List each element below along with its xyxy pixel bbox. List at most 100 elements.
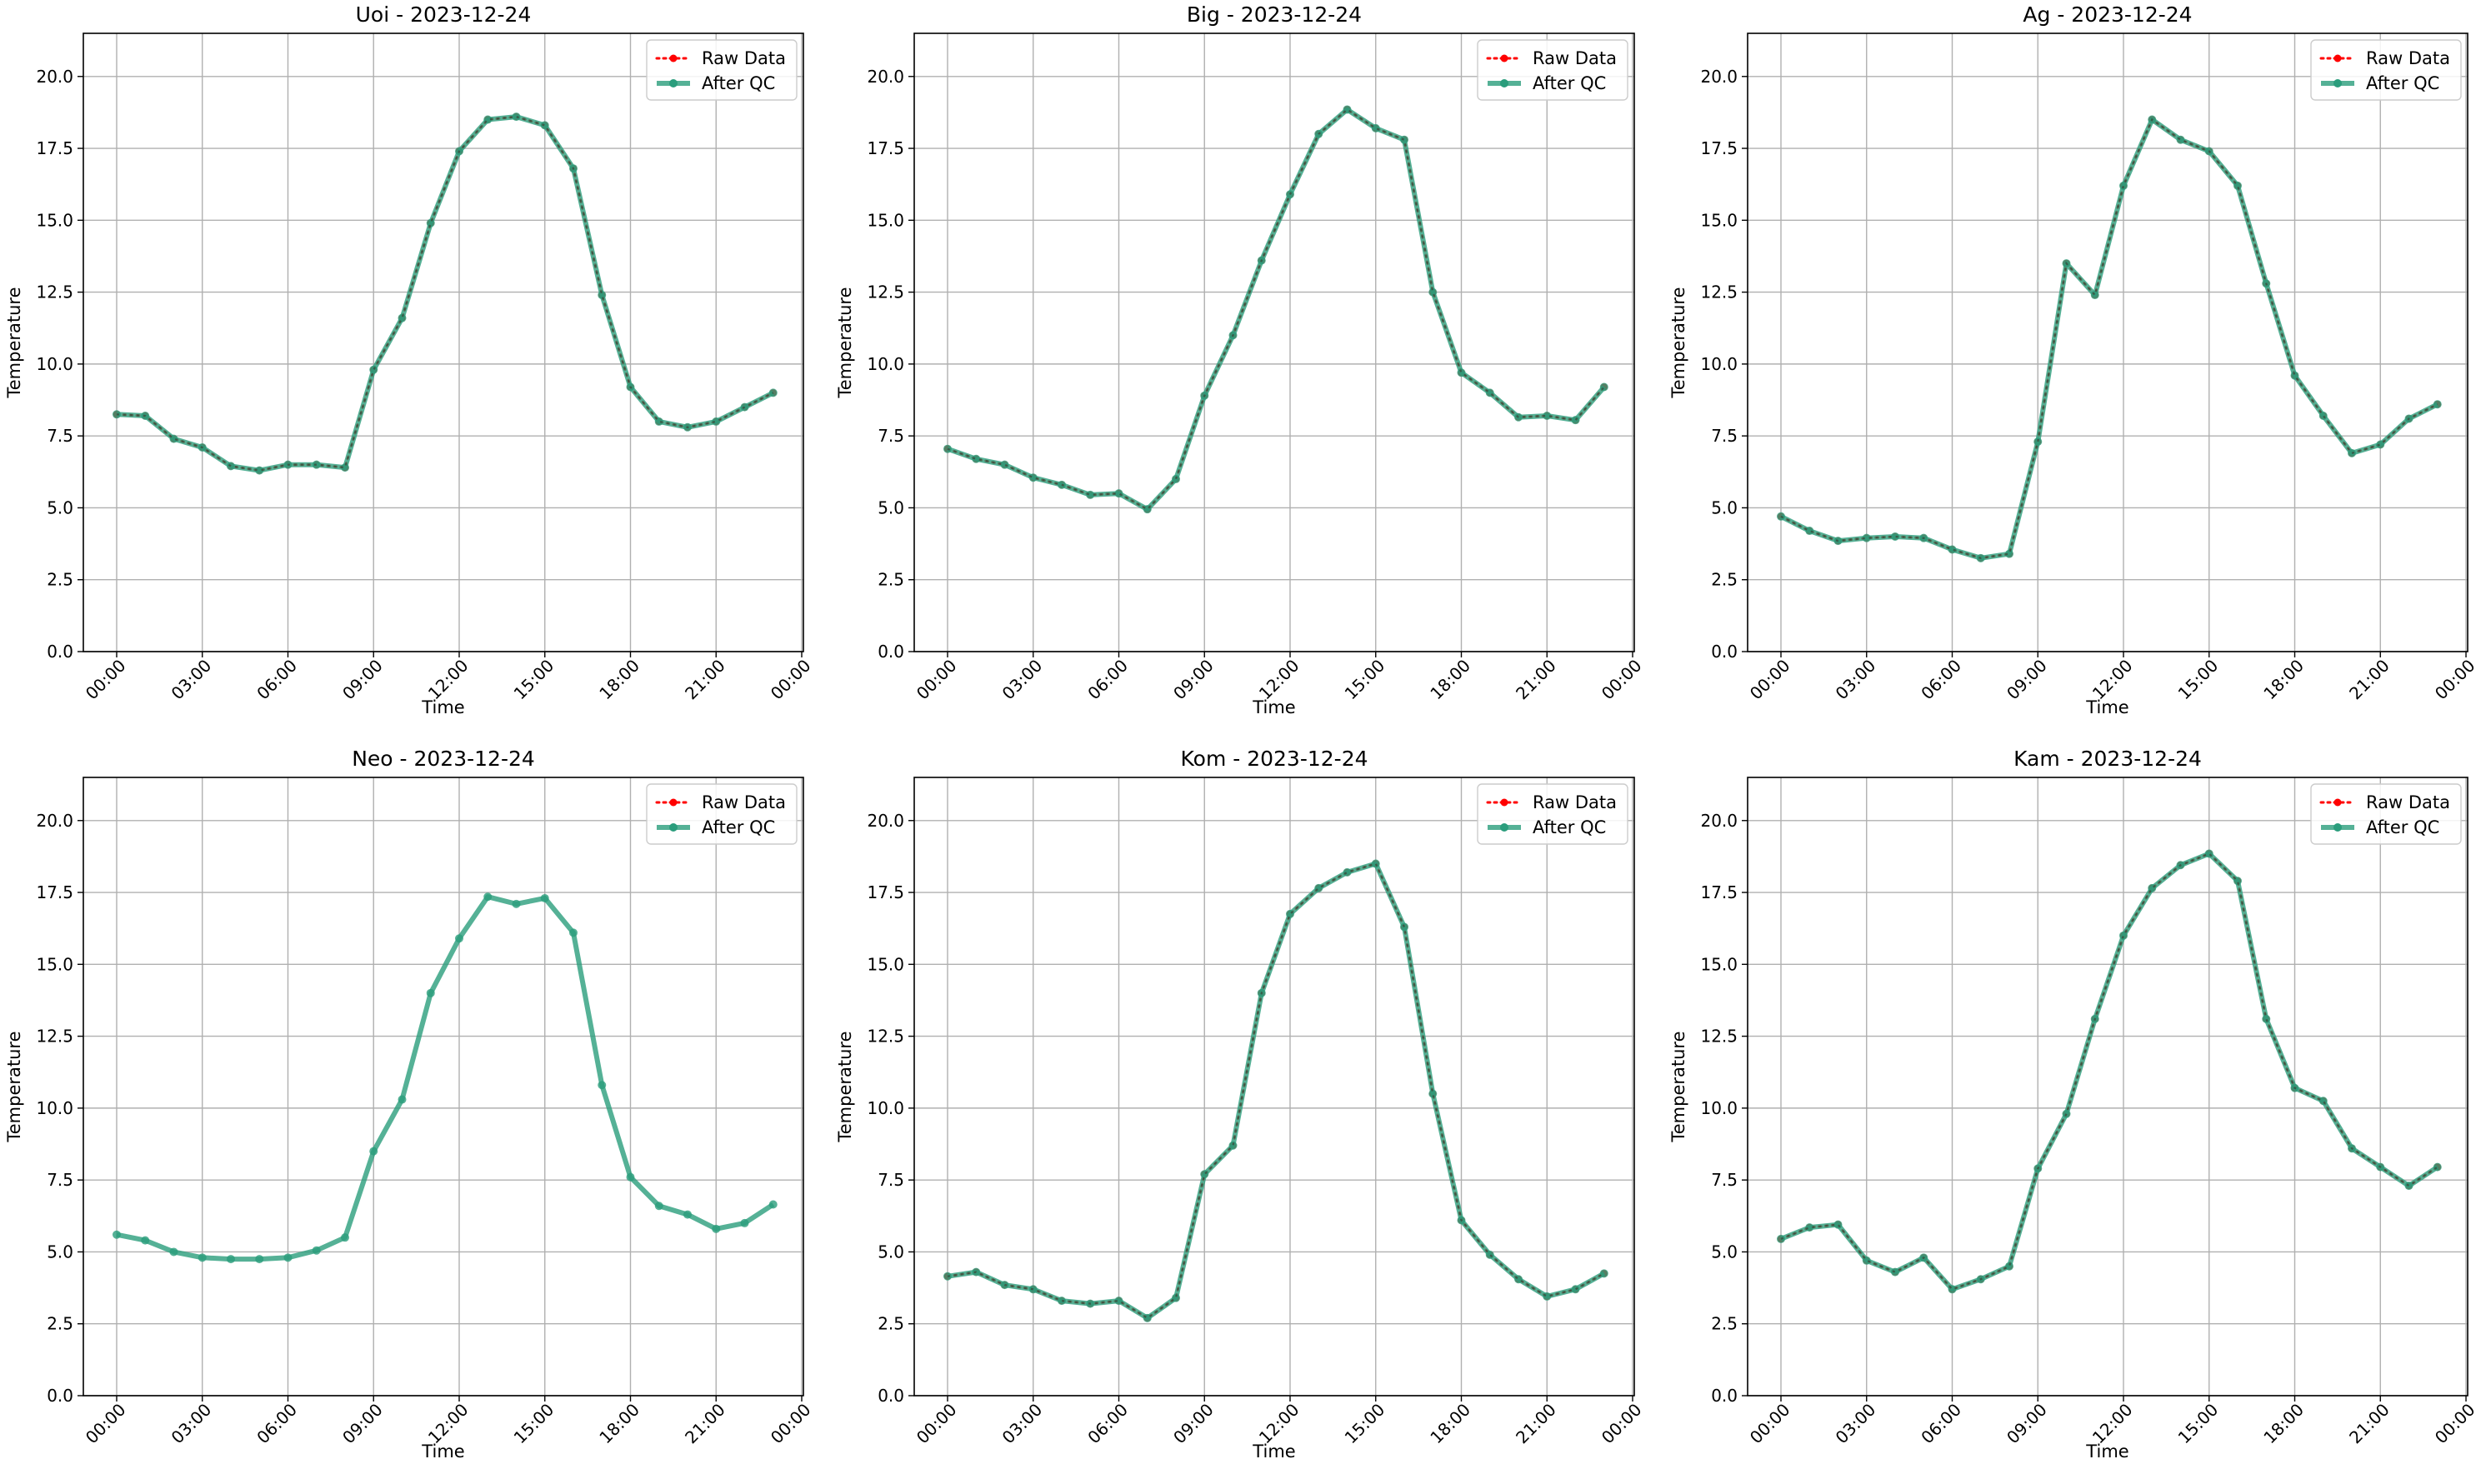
legend-raw-label: Raw Data xyxy=(702,792,786,812)
x-tick-label: 15:00 xyxy=(2174,656,2223,704)
x-tick-label: 18:00 xyxy=(595,1400,643,1448)
x-tick-label: 03:00 xyxy=(1832,1400,1880,1448)
after-qc-line xyxy=(1779,851,2439,1292)
x-tick-label: 12:00 xyxy=(424,656,473,704)
y-tick-label: 17.5 xyxy=(1700,882,1738,902)
after-qc-point xyxy=(1200,1170,1209,1179)
x-tick-label: 12:00 xyxy=(1255,1400,1303,1448)
y-tick-label: 10.0 xyxy=(867,354,904,374)
x-tick-label: 00:00 xyxy=(767,656,815,704)
subplot-4: 0.0 2.5 5.0 7.5 10.0 12.5 15.0 17.5 20.0 00:00 03:… xyxy=(835,747,1646,1462)
legend-qc-label: After QC xyxy=(2366,817,2439,837)
after-qc-point xyxy=(626,1172,635,1182)
after-qc-point xyxy=(255,466,264,475)
axes-frame xyxy=(913,777,1635,1397)
y-axis-label: Temperature xyxy=(1668,287,1688,398)
overlap-line xyxy=(1780,117,2438,560)
y-tick-label: 5.0 xyxy=(878,1242,904,1262)
after-qc-point xyxy=(113,410,121,419)
raw-data-line xyxy=(946,107,1606,512)
after-qc-point xyxy=(2033,437,2043,447)
after-qc-line xyxy=(947,107,1607,512)
x-tick-label: 06:00 xyxy=(1083,1400,1132,1448)
after-qc-point xyxy=(398,313,407,322)
y-axis-label: Temperature xyxy=(4,287,24,398)
after-qc-point xyxy=(483,892,493,902)
y-tick-label: 17.5 xyxy=(36,882,73,902)
after-qc-point xyxy=(341,1233,349,1242)
after-qc-point xyxy=(2176,135,2185,144)
y-axis-label: Temperature xyxy=(835,287,855,398)
after-qc-point xyxy=(1400,135,1408,144)
axes-frame xyxy=(1747,777,2468,1397)
y-tick-label: 10.0 xyxy=(1700,354,1738,374)
legend-raw-marker xyxy=(1500,54,1508,62)
x-tick-label: 12:00 xyxy=(2088,1400,2137,1448)
x-tick-label: 00:00 xyxy=(767,1400,815,1448)
after-qc-point xyxy=(2090,291,2099,300)
after-qc-point xyxy=(2376,440,2385,449)
y-tick-label: 12.5 xyxy=(867,1027,904,1047)
subplot-title: Big - 2023-12-24 xyxy=(1187,2,1362,27)
y-tick-label: 2.5 xyxy=(878,1314,904,1334)
x-tick-label: 03:00 xyxy=(168,1400,216,1448)
y-tick-label: 7.5 xyxy=(878,426,904,446)
subplot-5: 0.0 2.5 5.0 7.5 10.0 12.5 15.0 17.5 20.0 00:00 03:… xyxy=(1668,747,2479,1462)
x-tick-label: 03:00 xyxy=(168,656,216,704)
x-tick-label: 03:00 xyxy=(998,656,1047,704)
legend-qc-marker xyxy=(2333,79,2342,87)
y-tick-label: 0.0 xyxy=(47,1386,73,1406)
legend: Raw Data After QC xyxy=(1477,39,1628,101)
after-qc-point xyxy=(1428,1089,1438,1098)
y-tick-label: 15.0 xyxy=(1700,210,1738,230)
x-tick-label: 06:00 xyxy=(1917,656,1965,704)
y-tick-label: 5.0 xyxy=(1711,1242,1738,1262)
y-axis-label: Temperature xyxy=(4,1031,24,1142)
legend: Raw Data After QC xyxy=(1477,783,1628,845)
x-tick-label: 15:00 xyxy=(510,656,558,704)
after-qc-point xyxy=(654,417,663,426)
x-axis-label: Time xyxy=(421,1442,464,1462)
x-axis-label: Time xyxy=(1252,697,1295,717)
y-tick-label: 5.0 xyxy=(47,497,73,517)
subplot-title: Ag - 2023-12-24 xyxy=(2023,2,2192,27)
x-tick-label: 09:00 xyxy=(1169,1400,1218,1448)
x-axis-label: Time xyxy=(2085,1442,2128,1462)
x-axis-label: Time xyxy=(421,697,464,717)
after-qc-point xyxy=(712,1224,721,1233)
axes-frame xyxy=(913,32,1635,652)
y-tick-label: 12.5 xyxy=(36,282,73,302)
after-qc-point xyxy=(1543,412,1552,421)
subplot-3: 0.0 2.5 5.0 7.5 10.0 12.5 15.0 17.5 20.0 00:00 03:… xyxy=(4,747,815,1462)
y-tick-label: 10.0 xyxy=(867,1098,904,1118)
y-tick-label: 20.0 xyxy=(867,67,904,87)
after-qc-point xyxy=(1599,382,1608,392)
after-qc-point xyxy=(2005,1262,2013,1271)
after-qc-point xyxy=(1948,545,1957,554)
after-qc-point xyxy=(426,218,435,227)
x-tick-label: 09:00 xyxy=(2003,1400,2051,1448)
after-qc-point xyxy=(113,1230,121,1239)
y-tick-label: 15.0 xyxy=(36,954,73,974)
legend-qc-marker xyxy=(2333,823,2342,832)
after-qc-point xyxy=(141,1236,150,1245)
subplot-title: Uoi - 2023-12-24 xyxy=(356,2,532,27)
after-qc-point xyxy=(1777,1234,1785,1243)
raw-data-line xyxy=(1779,852,2439,1292)
subplot-title: Kam - 2023-12-24 xyxy=(2013,747,2202,771)
x-tick-label: 00:00 xyxy=(913,656,961,704)
x-tick-label: 18:00 xyxy=(1426,656,1474,704)
after-qc-point xyxy=(1891,1267,1899,1277)
after-qc-point xyxy=(2290,371,2299,380)
y-tick-label: 2.5 xyxy=(878,570,904,590)
x-tick-label: 09:00 xyxy=(1169,656,1218,704)
y-tick-label: 20.0 xyxy=(36,811,73,831)
x-tick-label: 09:00 xyxy=(2003,656,2051,704)
x-tick-label: 09:00 xyxy=(338,656,387,704)
y-tick-label: 15.0 xyxy=(867,210,904,230)
legend-qc-marker xyxy=(669,79,678,87)
legend-raw-label: Raw Data xyxy=(2366,48,2450,68)
after-qc-point xyxy=(1805,1223,1814,1232)
y-tick-label: 20.0 xyxy=(1700,67,1738,87)
after-qc-point xyxy=(369,1147,378,1156)
